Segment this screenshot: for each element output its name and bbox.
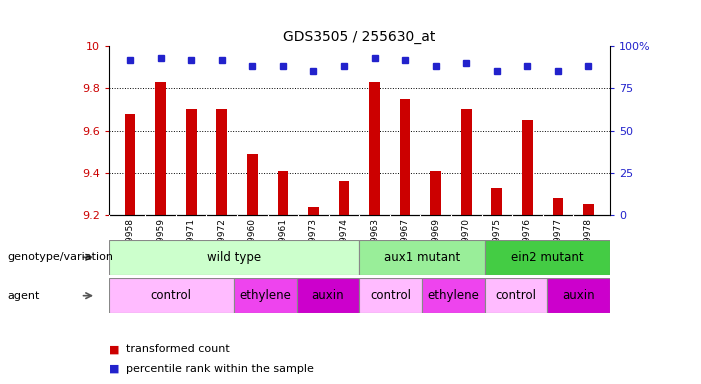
Bar <box>308 207 319 215</box>
Text: GSM179970: GSM179970 <box>462 218 471 273</box>
Bar <box>155 82 166 215</box>
Bar <box>484 240 610 275</box>
Text: GSM179967: GSM179967 <box>400 218 409 273</box>
Bar <box>234 278 297 313</box>
Bar <box>369 82 380 215</box>
Bar <box>360 278 422 313</box>
Text: GSM179978: GSM179978 <box>584 218 593 273</box>
Text: genotype/variation: genotype/variation <box>7 252 113 262</box>
Text: GSM179971: GSM179971 <box>186 218 196 273</box>
Bar <box>297 278 360 313</box>
Text: agent: agent <box>7 291 39 301</box>
Text: GSM179961: GSM179961 <box>278 218 287 273</box>
Text: GSM179958: GSM179958 <box>125 218 135 273</box>
Text: ein2 mutant: ein2 mutant <box>511 251 583 264</box>
Text: GSM179975: GSM179975 <box>492 218 501 273</box>
Bar <box>278 171 288 215</box>
Text: wild type: wild type <box>207 251 261 264</box>
Title: GDS3505 / 255630_at: GDS3505 / 255630_at <box>283 30 435 44</box>
Text: GSM179974: GSM179974 <box>339 218 348 273</box>
Bar <box>109 240 360 275</box>
Text: GSM179959: GSM179959 <box>156 218 165 273</box>
Bar <box>491 188 502 215</box>
Text: control: control <box>151 289 192 302</box>
Text: auxin: auxin <box>562 289 595 302</box>
Bar <box>422 278 484 313</box>
Bar <box>522 120 533 215</box>
Bar <box>552 198 564 215</box>
Text: GSM179972: GSM179972 <box>217 218 226 273</box>
Text: percentile rank within the sample: percentile rank within the sample <box>126 364 314 374</box>
Bar <box>484 278 547 313</box>
Text: GSM179960: GSM179960 <box>247 218 257 273</box>
Bar <box>583 205 594 215</box>
Bar <box>217 109 227 215</box>
Text: GSM179963: GSM179963 <box>370 218 379 273</box>
Bar <box>400 99 411 215</box>
Text: ■: ■ <box>109 364 119 374</box>
Text: ethylene: ethylene <box>239 289 291 302</box>
Text: GSM179973: GSM179973 <box>309 218 318 273</box>
Bar <box>247 154 258 215</box>
Bar <box>430 171 441 215</box>
Text: GSM179969: GSM179969 <box>431 218 440 273</box>
Text: GSM179977: GSM179977 <box>553 218 562 273</box>
Bar <box>186 109 196 215</box>
Text: ■: ■ <box>109 344 119 354</box>
Bar <box>339 181 349 215</box>
Text: auxin: auxin <box>312 289 344 302</box>
Bar <box>461 109 472 215</box>
Text: GSM179976: GSM179976 <box>523 218 532 273</box>
Text: transformed count: transformed count <box>126 344 230 354</box>
Bar <box>125 114 135 215</box>
Bar <box>109 278 234 313</box>
Text: control: control <box>496 289 536 302</box>
Bar <box>547 278 610 313</box>
Text: control: control <box>370 289 411 302</box>
Text: aux1 mutant: aux1 mutant <box>383 251 460 264</box>
Text: ethylene: ethylene <box>428 289 479 302</box>
Bar <box>360 240 484 275</box>
